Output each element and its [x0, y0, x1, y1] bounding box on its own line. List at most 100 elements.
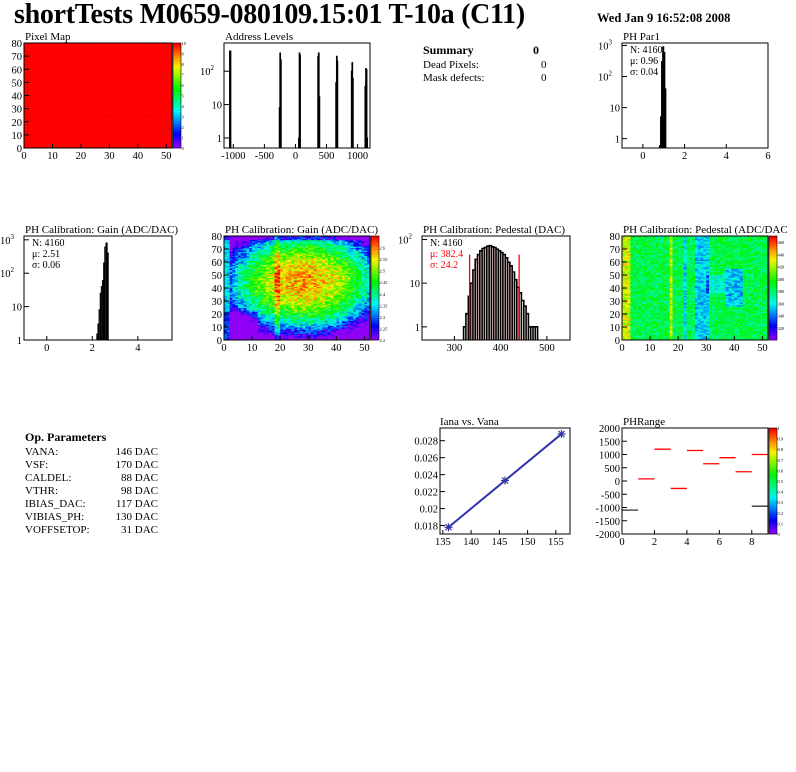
- heatmap-cell: [52, 116, 56, 119]
- y-tick-label: 40: [12, 92, 23, 103]
- heatmap-cell: [46, 138, 50, 141]
- heatmap-cell: [98, 88, 102, 91]
- heatmap-cell: [61, 87, 65, 90]
- heatmap-cell: [26, 112, 30, 115]
- heatmap-cell: [135, 111, 139, 113]
- heatmap-cell: [78, 70, 82, 73]
- heatmap-cell: [41, 129, 45, 132]
- heatmap-cell: [75, 77, 79, 79]
- heatmap-cell: [129, 107, 133, 109]
- heatmap-cell: [32, 138, 36, 141]
- heatmap-cell: [95, 53, 99, 56]
- heatmap-cells: [24, 43, 173, 149]
- heatmap-cell: [29, 144, 33, 146]
- heatmap-cell: [132, 49, 136, 52]
- heatmap-cell: [24, 108, 28, 111]
- heatmap-cell: [55, 99, 59, 102]
- heatmap-cell: [115, 146, 119, 149]
- heatmap-cell: [61, 137, 65, 140]
- heatmap-cell: [123, 48, 127, 50]
- x-tick-label: 30: [104, 151, 115, 162]
- heatmap-cell: [80, 113, 85, 116]
- heatmap-cell: [137, 141, 141, 144]
- heatmap-cell: [112, 119, 116, 121]
- heatmap-cell: [26, 128, 30, 130]
- heatmap-cell: [126, 145, 130, 147]
- heatmap-cell: [109, 81, 113, 83]
- heatmap-cell: [89, 43, 93, 45]
- heatmap-cell: [69, 96, 73, 99]
- heatmap-cell: [46, 86, 50, 88]
- heatmap-cell: [117, 61, 122, 63]
- heatmap-cell: [109, 100, 113, 103]
- heatmap-cell: [49, 146, 53, 149]
- heatmap-cell: [49, 99, 53, 102]
- heatmap-cell: [35, 134, 39, 137]
- heatmap-cell: [112, 58, 116, 61]
- heatmap-cell: [86, 83, 90, 86]
- canvas-title: shortTests M0659-080109.15:01 T-10a (C11…: [14, 0, 525, 30]
- heatmap-cell: [106, 50, 110, 53]
- heatmap-cell: [52, 106, 56, 108]
- heatmap-cell: [120, 124, 124, 126]
- heatmap-cell: [26, 140, 30, 142]
- heatmap-cell: [106, 112, 110, 115]
- heatmap-cell: [95, 90, 99, 92]
- heatmap-cell: [69, 138, 73, 141]
- heatmap-cell: [63, 49, 67, 52]
- heatmap-cell: [24, 81, 28, 83]
- heatmap-cell: [103, 85, 107, 87]
- heatmap-cell: [137, 117, 141, 120]
- heatmap-cell: [123, 129, 127, 132]
- heatmap-cell: [58, 66, 62, 69]
- heatmap-cell: [69, 73, 73, 75]
- heatmap-cell: [95, 107, 99, 109]
- heatmap-cell: [100, 108, 104, 111]
- heatmap-cell: [49, 69, 53, 71]
- heatmap-cell: [26, 109, 30, 112]
- heatmap-cell: [63, 44, 67, 46]
- heatmap-cell: [129, 124, 133, 126]
- y-tick-label: 103: [0, 233, 15, 247]
- heatmap-cell: [106, 58, 110, 61]
- heatmap-cell: [112, 71, 116, 74]
- heatmap-cell: [72, 141, 76, 144]
- heatmap-cell: [83, 48, 87, 50]
- heatmap-cell: [86, 85, 90, 87]
- heatmap-cell: [29, 146, 33, 149]
- heatmap-cell: [109, 120, 113, 123]
- y-tick-label: 1: [615, 135, 620, 146]
- heatmap-cell: [69, 116, 73, 119]
- heatmap-cell: [98, 50, 102, 53]
- heatmap-cell: [109, 88, 113, 91]
- heatmap-cell: [92, 145, 96, 147]
- heatmap-cell: [132, 73, 136, 75]
- heatmap-cell: [129, 111, 133, 113]
- heatmap-cell: [69, 57, 73, 60]
- heatmap-cell: [115, 106, 119, 108]
- heatmap-cell: [100, 69, 104, 71]
- heatmap-cell: [86, 104, 90, 107]
- heatmap-cell: [135, 98, 139, 100]
- heatmap-cell: [95, 98, 99, 100]
- heatmap-cell: [109, 87, 113, 90]
- heatmap-cell: [52, 78, 56, 81]
- heatmap-cell: [115, 124, 119, 126]
- heatmap-cell: [29, 54, 33, 57]
- heatmap-cell: [63, 50, 67, 53]
- heatmap-cell: [26, 121, 30, 124]
- heatmap-cell: [98, 65, 102, 67]
- heatmap-cell: [38, 127, 42, 129]
- heatmap-cell: [75, 108, 79, 111]
- heatmap-cell: [43, 129, 48, 132]
- heatmap-cell: [137, 111, 141, 113]
- heatmap-cell: [98, 102, 102, 104]
- heatmap-cell: [100, 104, 104, 107]
- heatmap-cell: [106, 56, 110, 58]
- heatmap-cell: [86, 54, 90, 57]
- heatmap-cell: [100, 91, 104, 94]
- heatmap-cell: [43, 82, 48, 84]
- heatmap-cell: [24, 107, 28, 109]
- heatmap-cell: [132, 130, 136, 133]
- heatmap-cell: [106, 125, 110, 128]
